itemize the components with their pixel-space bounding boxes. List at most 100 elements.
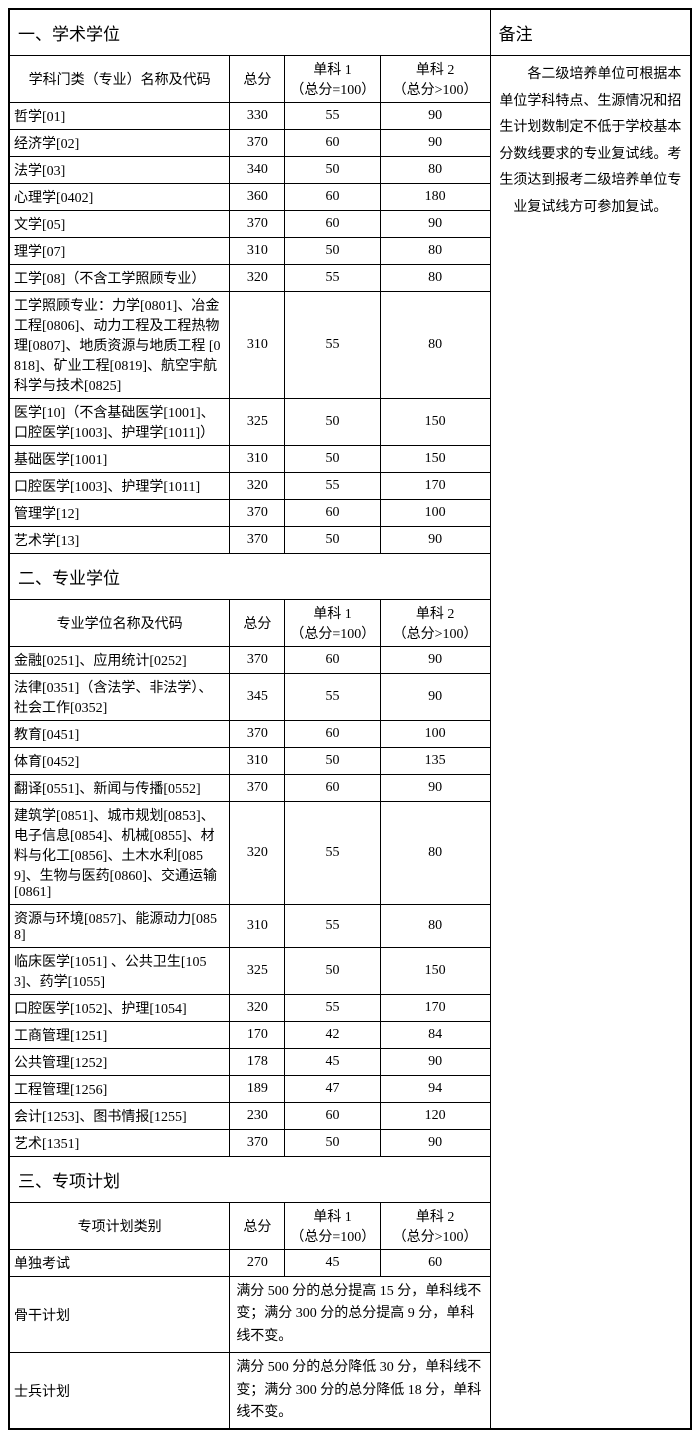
row-name: 会计[1253]、图书情报[1255] (10, 1103, 230, 1130)
s2-header-sub2: 单科 2（总分>100） (380, 600, 490, 647)
row-name: 心理学[0402] (10, 184, 230, 211)
row-s1: 60 (285, 721, 380, 748)
row-total: 270 (230, 1250, 285, 1277)
row-s1: 55 (285, 265, 380, 292)
row-s2: 80 (380, 292, 490, 399)
row-s2: 180 (380, 184, 490, 211)
row-name: 资源与环境[0857]、能源动力[0858] (10, 905, 230, 948)
row-total: 370 (230, 527, 285, 554)
row-s1: 55 (285, 802, 380, 905)
row-s1: 55 (285, 905, 380, 948)
row-total: 310 (230, 905, 285, 948)
s2-sub1b: （总分=100） (290, 627, 375, 642)
main-table: 一、学术学位 备注 学科门类（专业）名称及代码 总分 单科 1（总分=100） … (9, 9, 691, 1429)
row-s2: 150 (380, 399, 490, 446)
row-s1: 42 (285, 1022, 380, 1049)
row-total: 330 (230, 103, 285, 130)
row-total: 370 (230, 211, 285, 238)
row-s2: 150 (380, 948, 490, 995)
row-name: 管理学[12] (10, 500, 230, 527)
row-s1: 60 (285, 130, 380, 157)
row-name: 法律[0351]（含法学、非法学）、社会工作[0352] (10, 674, 230, 721)
s1-header-name: 学科门类（专业）名称及代码 (10, 56, 230, 103)
row-s1: 50 (285, 157, 380, 184)
section1-title: 一、学术学位 (10, 10, 491, 56)
row-s2: 80 (380, 802, 490, 905)
row-s1: 60 (285, 184, 380, 211)
row-s1: 55 (285, 292, 380, 399)
row-total: 170 (230, 1022, 285, 1049)
s3-header-sub2: 单科 2 （总分>100） (380, 1203, 490, 1250)
row-s1: 60 (285, 1103, 380, 1130)
row-s2: 90 (380, 130, 490, 157)
document-table-wrapper: 一、学术学位 备注 学科门类（专业）名称及代码 总分 单科 1（总分=100） … (8, 8, 692, 1430)
row-s2: 100 (380, 500, 490, 527)
row-total: 320 (230, 802, 285, 905)
row-name: 经济学[02] (10, 130, 230, 157)
row-s1: 45 (285, 1250, 380, 1277)
row-total: 310 (230, 238, 285, 265)
row-s1: 50 (285, 238, 380, 265)
row-s1: 60 (285, 647, 380, 674)
row-s1: 60 (285, 775, 380, 802)
s1-header-total: 总分 (230, 56, 285, 103)
row-s1: 50 (285, 948, 380, 995)
s3-sub2b: （总分>100） (393, 1230, 478, 1245)
row-name: 工学照顾专业：力学[0801]、冶金工程[0806]、动力工程及工程热物理[08… (10, 292, 230, 399)
row-name: 艺术学[13] (10, 527, 230, 554)
row-name: 士兵计划 (10, 1353, 230, 1429)
s3-sub1b: （总分=100） (290, 1230, 375, 1245)
row-s1: 55 (285, 103, 380, 130)
s1-header-sub2: 单科 2（总分>100） (380, 56, 490, 103)
row-s1: 55 (285, 473, 380, 500)
row-total: 370 (230, 775, 285, 802)
row-total: 310 (230, 446, 285, 473)
s3-sub1a: 单科 1 (313, 1210, 352, 1225)
row-s2: 170 (380, 473, 490, 500)
row-name: 口腔医学[1003]、护理学[1011] (10, 473, 230, 500)
row-s1: 50 (285, 446, 380, 473)
row-total: 370 (230, 130, 285, 157)
row-name: 建筑学[0851]、城市规划[0853]、电子信息[0854]、机械[0855]… (10, 802, 230, 905)
row-name: 工商管理[1251] (10, 1022, 230, 1049)
row-name: 艺术[1351] (10, 1130, 230, 1157)
row-s2: 90 (380, 527, 490, 554)
row-note: 满分 500 分的总分降低 30 分，单科线不变；满分 300 分的总分降低 1… (230, 1353, 490, 1429)
row-s2: 60 (380, 1250, 490, 1277)
row-total: 370 (230, 500, 285, 527)
row-s2: 100 (380, 721, 490, 748)
row-s2: 120 (380, 1103, 490, 1130)
row-s2: 170 (380, 995, 490, 1022)
row-s1: 55 (285, 995, 380, 1022)
notes-header: 备注 (490, 10, 690, 56)
row-s1: 50 (285, 399, 380, 446)
row-s2: 90 (380, 1130, 490, 1157)
row-total: 178 (230, 1049, 285, 1076)
row-s2: 80 (380, 157, 490, 184)
row-s1: 55 (285, 674, 380, 721)
section3-title: 三、专项计划 (10, 1157, 491, 1203)
row-s2: 80 (380, 238, 490, 265)
row-total: 370 (230, 721, 285, 748)
s1-header-sub1: 单科 1（总分=100） (285, 56, 380, 103)
row-name: 金融[0251]、应用统计[0252] (10, 647, 230, 674)
row-total: 310 (230, 748, 285, 775)
row-total: 340 (230, 157, 285, 184)
row-s2: 90 (380, 775, 490, 802)
row-total: 310 (230, 292, 285, 399)
row-name: 骨干计划 (10, 1277, 230, 1353)
row-s2: 94 (380, 1076, 490, 1103)
row-s2: 90 (380, 674, 490, 721)
row-total: 360 (230, 184, 285, 211)
s2-header-name: 专业学位名称及代码 (10, 600, 230, 647)
s3-header-total: 总分 (230, 1203, 285, 1250)
row-s2: 90 (380, 211, 490, 238)
s2-header-total: 总分 (230, 600, 285, 647)
s1-sub2b: （总分>100） (393, 83, 478, 98)
row-total: 370 (230, 1130, 285, 1157)
row-name: 工程管理[1256] (10, 1076, 230, 1103)
row-total: 320 (230, 473, 285, 500)
s3-sub2a: 单科 2 (416, 1210, 455, 1225)
row-s1: 47 (285, 1076, 380, 1103)
row-name: 法学[03] (10, 157, 230, 184)
